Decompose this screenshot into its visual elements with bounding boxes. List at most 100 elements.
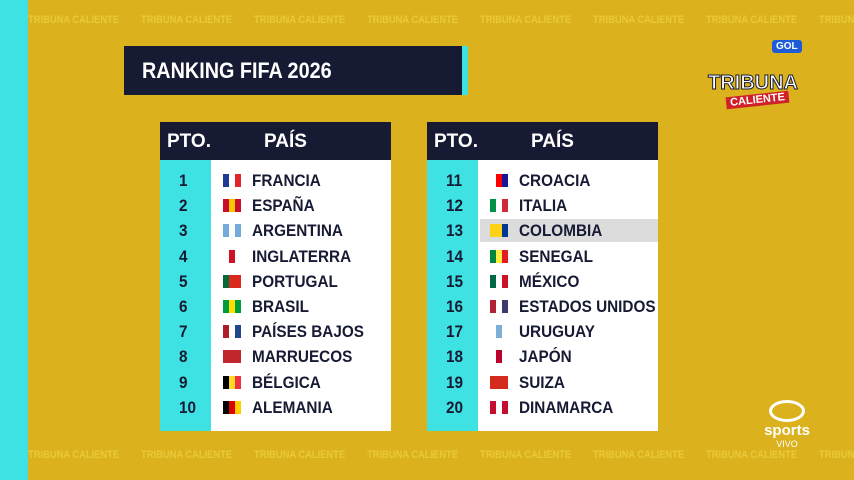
- country: URUGUAY: [519, 322, 595, 342]
- rank: 8: [179, 347, 188, 367]
- rank: 15: [446, 271, 464, 291]
- flag: [490, 375, 508, 389]
- country: INGLATERRA: [252, 246, 352, 266]
- side-strip: [0, 0, 28, 480]
- header-label: PAÍS: [531, 131, 574, 152]
- flag: [490, 199, 508, 213]
- flag-stripe: [235, 400, 241, 414]
- flag-stripe: [502, 325, 508, 339]
- flag-stripe: [229, 199, 235, 213]
- flag-stripe: [229, 300, 235, 313]
- flag-stripe: [496, 174, 502, 187]
- flag: [490, 400, 508, 414]
- flag-stripe: [229, 375, 235, 389]
- flag-stripe: [502, 400, 508, 414]
- flag-stripe: [223, 224, 229, 238]
- flag-stripe: [229, 174, 235, 187]
- flag-stripe: [496, 300, 502, 313]
- flag-stripe: [223, 325, 229, 339]
- title-box: RANKING FIFA 2026: [124, 46, 468, 95]
- rank: 17: [446, 322, 464, 342]
- flag: [223, 300, 241, 313]
- country: BRASIL: [252, 297, 309, 316]
- rank: 12: [446, 196, 464, 216]
- flag-stripe: [223, 174, 229, 187]
- flag-stripe: [502, 199, 508, 213]
- table-body: [478, 160, 658, 431]
- country: ALEMANIA: [252, 397, 333, 417]
- flag-stripe: [490, 274, 496, 288]
- flag: [223, 350, 241, 364]
- flag-stripe: [490, 249, 496, 263]
- flag-stripe: [490, 199, 496, 213]
- network-icon: [769, 400, 805, 422]
- flag-stripe: [235, 174, 241, 187]
- flag: [490, 174, 508, 187]
- network-name: sports: [764, 422, 810, 439]
- live-tag: VIVO: [776, 439, 798, 449]
- watermark: TRIBUNA CALIENTE: [141, 449, 233, 461]
- flag-stripe: [235, 300, 241, 313]
- flag-stripe: [496, 274, 502, 288]
- flag-stripe: [235, 199, 241, 213]
- flag-stripe: [502, 274, 508, 288]
- country: FRANCIA: [252, 171, 321, 190]
- flag-stripe: [490, 375, 496, 389]
- flag-stripe: [229, 274, 235, 288]
- flag-stripe: [490, 174, 496, 187]
- rank: 9: [179, 372, 188, 392]
- watermark: TRIBUNA CALIENTE: [593, 14, 685, 26]
- flag-stripe: [496, 249, 502, 263]
- flag: [223, 249, 241, 263]
- country: COLOMBIA: [519, 221, 603, 241]
- watermark: TRIBUNA CALIENTE: [480, 449, 572, 461]
- flag: [490, 300, 508, 313]
- watermark: TRIBUNA CALIENTE: [819, 14, 854, 26]
- logo: GOL TRIBUNA CALIENTE: [706, 30, 816, 112]
- rank: 10: [179, 397, 197, 417]
- flag-stripe: [496, 400, 502, 414]
- table-body: [211, 160, 391, 431]
- country: CROACIA: [519, 171, 591, 190]
- watermark: TRIBUNA CALIENTE: [28, 449, 120, 461]
- flag: [490, 350, 508, 364]
- watermark: TRIBUNA CALIENTE: [254, 14, 346, 26]
- flag: [223, 325, 241, 339]
- country: BÉLGICA: [252, 372, 321, 392]
- rank: 16: [446, 297, 464, 316]
- number-column: [160, 160, 211, 431]
- watermark: TRIBUNA CALIENTE: [367, 449, 459, 461]
- flag-stripe: [229, 224, 235, 238]
- rank: 2: [179, 196, 188, 216]
- flag-stripe: [235, 325, 241, 339]
- watermark: TRIBUNA CALIENTE: [367, 14, 459, 26]
- flag-stripe: [496, 199, 502, 213]
- header-label: PTO.: [167, 131, 211, 152]
- brand-top: TRIBUNA: [708, 72, 799, 95]
- flag-stripe: [502, 375, 508, 389]
- flag: [223, 224, 241, 238]
- rank: 6: [179, 297, 188, 316]
- flag: [490, 325, 508, 339]
- flag-stripe: [235, 350, 241, 364]
- flag-stripe: [502, 174, 508, 187]
- flag: [223, 274, 241, 288]
- flag-stripe: [223, 249, 229, 263]
- country: ARGENTINA: [252, 221, 343, 241]
- country: MÉXICO: [519, 271, 580, 291]
- flag-stripe: [490, 350, 496, 364]
- rank: 14: [446, 246, 464, 266]
- header-label: PAÍS: [264, 131, 307, 152]
- flag-stripe: [223, 199, 229, 213]
- country: SUIZA: [519, 372, 565, 392]
- flag-stripe: [496, 350, 502, 364]
- table-header: [160, 122, 391, 160]
- flag: [223, 375, 241, 389]
- header-label: PTO.: [434, 131, 478, 152]
- country: ITALIA: [519, 196, 568, 216]
- rank: 5: [179, 271, 188, 291]
- flag-stripe: [223, 375, 229, 389]
- country: DINAMARCA: [519, 397, 614, 417]
- watermark: TRIBUNA CALIENTE: [593, 449, 685, 461]
